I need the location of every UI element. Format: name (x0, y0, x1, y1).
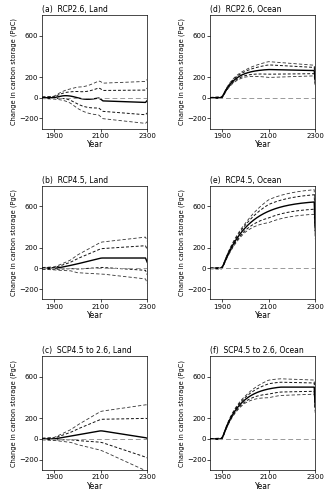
Text: (c)  SCP4.5 to 2.6, Land: (c) SCP4.5 to 2.6, Land (42, 346, 132, 356)
X-axis label: Year: Year (87, 482, 103, 490)
Y-axis label: Change in carbon storage (PgC): Change in carbon storage (PgC) (11, 189, 18, 296)
Text: (f)  SCP4.5 to 2.6, Ocean: (f) SCP4.5 to 2.6, Ocean (210, 346, 304, 356)
Text: (e)  RCP4.5, Ocean: (e) RCP4.5, Ocean (210, 176, 282, 185)
Y-axis label: Change in carbon storage (PgC): Change in carbon storage (PgC) (179, 189, 186, 296)
X-axis label: Year: Year (87, 311, 103, 320)
X-axis label: Year: Year (254, 482, 271, 490)
Y-axis label: Change in carbon storage (PgC): Change in carbon storage (PgC) (179, 18, 186, 126)
Y-axis label: Change in carbon storage (PgC): Change in carbon storage (PgC) (11, 360, 18, 467)
X-axis label: Year: Year (254, 140, 271, 149)
X-axis label: Year: Year (254, 311, 271, 320)
Text: (d)  RCP2.6, Ocean: (d) RCP2.6, Ocean (210, 5, 282, 14)
Text: (a)  RCP2.6, Land: (a) RCP2.6, Land (42, 5, 108, 14)
X-axis label: Year: Year (87, 140, 103, 149)
Text: (b)  RCP4.5, Land: (b) RCP4.5, Land (42, 176, 108, 185)
Y-axis label: Change in carbon storage (PgC): Change in carbon storage (PgC) (179, 360, 186, 467)
Y-axis label: Change in carbon storage (PgC): Change in carbon storage (PgC) (11, 18, 18, 126)
